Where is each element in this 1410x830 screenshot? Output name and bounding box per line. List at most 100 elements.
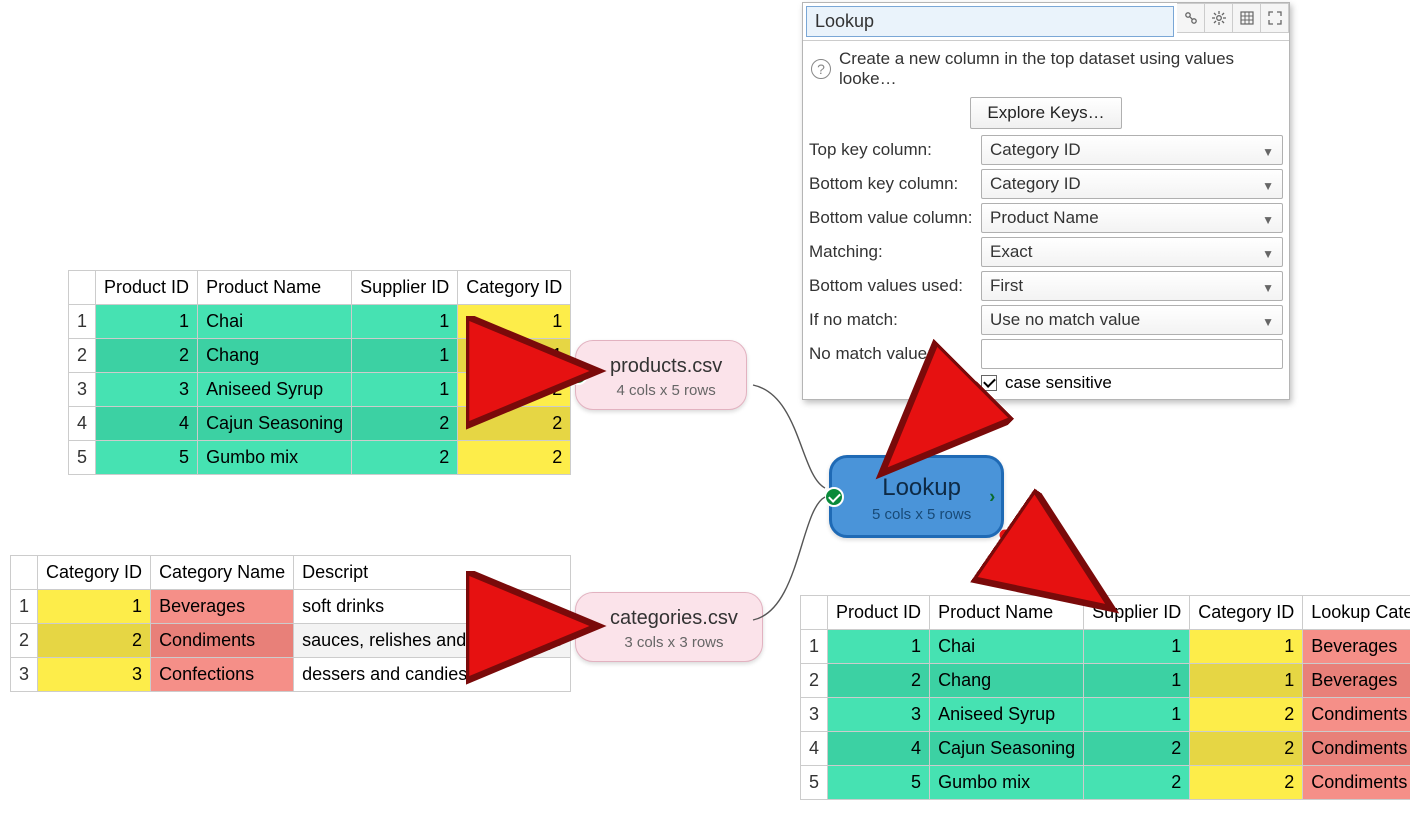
categories-cell: Condiments [151, 624, 294, 658]
case-sensitive-checkbox[interactable] [981, 375, 997, 391]
config-select[interactable]: Use no match value [981, 305, 1283, 335]
row-number: 4 [801, 732, 828, 766]
config-label: Matching: [809, 242, 981, 262]
row-number: 2 [801, 664, 828, 698]
products-cell: 1 [458, 339, 571, 373]
config-text-input[interactable] [981, 339, 1283, 369]
products-cell: Gumbo mix [198, 441, 352, 475]
products-header[interactable]: Supplier ID [352, 271, 458, 305]
categories-cell: 2 [38, 624, 151, 658]
categories-header[interactable]: Descript [294, 556, 571, 590]
config-select[interactable]: Category ID [981, 135, 1283, 165]
config-label: No match value: [809, 344, 981, 364]
help-icon[interactable]: ? [811, 59, 831, 79]
config-row: Matching:Exact [809, 237, 1283, 267]
config-select[interactable]: Exact [981, 237, 1283, 267]
result-cell: Chang [930, 664, 1084, 698]
result-cell: Aniseed Syrup [930, 698, 1084, 732]
config-row: Top key column:Category ID [809, 135, 1283, 165]
products-cell: 5 [96, 441, 198, 475]
categories-header[interactable]: Category Name [151, 556, 294, 590]
config-label: Bottom values used: [809, 276, 981, 296]
result-cell: 4 [828, 732, 930, 766]
categories-cell: 3 [38, 658, 151, 692]
result-header[interactable]: Product Name [930, 596, 1084, 630]
categories-cell: Beverages [151, 590, 294, 624]
categories-cell: Confections [151, 658, 294, 692]
products-cell: 4 [96, 407, 198, 441]
row-number: 2 [11, 624, 38, 658]
link-icon[interactable] [1177, 3, 1205, 33]
products-cell: 2 [458, 373, 571, 407]
result-cell: Condiments [1303, 732, 1410, 766]
row-number: 1 [11, 590, 38, 624]
config-label: If no match: [809, 310, 981, 330]
products-cell: 3 [96, 373, 198, 407]
result-cell: 2 [828, 664, 930, 698]
config-label: Bottom value column: [809, 208, 981, 228]
explore-keys-button[interactable]: Explore Keys… [970, 97, 1121, 129]
config-row: If no match:Use no match value [809, 305, 1283, 335]
result-cell: 5 [828, 766, 930, 800]
row-number: 2 [69, 339, 96, 373]
check-icon [568, 617, 588, 637]
products-cell: 2 [96, 339, 198, 373]
products-cell: 1 [352, 305, 458, 339]
config-select[interactable]: Product Name [981, 203, 1283, 233]
panel-title-input[interactable] [806, 6, 1174, 37]
result-header[interactable]: Lookup Category Name [1303, 596, 1410, 630]
categories-cell: dessers and candies [294, 658, 571, 692]
result-cell: Chai [930, 630, 1084, 664]
result-cell: 1 [1190, 630, 1303, 664]
node-lookup[interactable]: Lookup 5 cols x 5 rows › [829, 455, 1004, 538]
products-cell: 1 [96, 305, 198, 339]
row-number: 3 [11, 658, 38, 692]
result-cell: Condiments [1303, 698, 1410, 732]
products-header[interactable]: Product ID [96, 271, 198, 305]
node-title: categories.csv [610, 607, 738, 630]
config-row: Bottom value column:Product Name [809, 203, 1283, 233]
products-cell: Chang [198, 339, 352, 373]
node-products-csv[interactable]: products.csv 4 cols x 5 rows [575, 340, 747, 410]
result-header[interactable]: Category ID [1190, 596, 1303, 630]
result-header[interactable]: Supplier ID [1084, 596, 1190, 630]
config-select[interactable]: First [981, 271, 1283, 301]
row-number: 3 [801, 698, 828, 732]
row-number: 1 [801, 630, 828, 664]
node-title: products.csv [610, 355, 722, 378]
categories-table: Category IDCategory NameDescript11Bevera… [10, 555, 571, 692]
result-cell: 1 [1084, 664, 1190, 698]
output-port-icon: › [989, 486, 995, 507]
gear-icon[interactable] [1205, 3, 1233, 33]
categories-cell: sauces, relishes and seasonings [294, 624, 571, 658]
row-number: 3 [69, 373, 96, 407]
result-cell: 3 [828, 698, 930, 732]
result-cell: Beverages [1303, 630, 1410, 664]
categories-header[interactable]: Category ID [38, 556, 151, 590]
products-header[interactable]: Category ID [458, 271, 571, 305]
products-cell: 2 [352, 441, 458, 475]
expand-icon[interactable] [1261, 3, 1289, 33]
case-sensitive-row[interactable]: case sensitive [981, 373, 1283, 393]
grid-icon[interactable] [1233, 3, 1261, 33]
result-header[interactable]: Product ID [828, 596, 930, 630]
config-label: Bottom key column: [809, 174, 981, 194]
products-cell: 2 [352, 407, 458, 441]
config-select[interactable]: Category ID [981, 169, 1283, 199]
products-header[interactable]: Product Name [198, 271, 352, 305]
result-cell: Cajun Seasoning [930, 732, 1084, 766]
row-number: 1 [69, 305, 96, 339]
help-text: Create a new column in the top dataset u… [839, 49, 1281, 89]
categories-cell: soft drinks [294, 590, 571, 624]
check-icon [824, 487, 844, 507]
products-cell: Aniseed Syrup [198, 373, 352, 407]
products-table: Product IDProduct NameSupplier IDCategor… [68, 270, 571, 475]
corner-cell [69, 271, 96, 305]
products-cell: 2 [458, 441, 571, 475]
result-cell: 1 [828, 630, 930, 664]
result-cell: 1 [1190, 664, 1303, 698]
node-title: Lookup [872, 474, 971, 502]
result-cell: Beverages [1303, 664, 1410, 698]
panel-header [803, 3, 1289, 41]
node-categories-csv[interactable]: categories.csv 3 cols x 3 rows [575, 592, 763, 662]
